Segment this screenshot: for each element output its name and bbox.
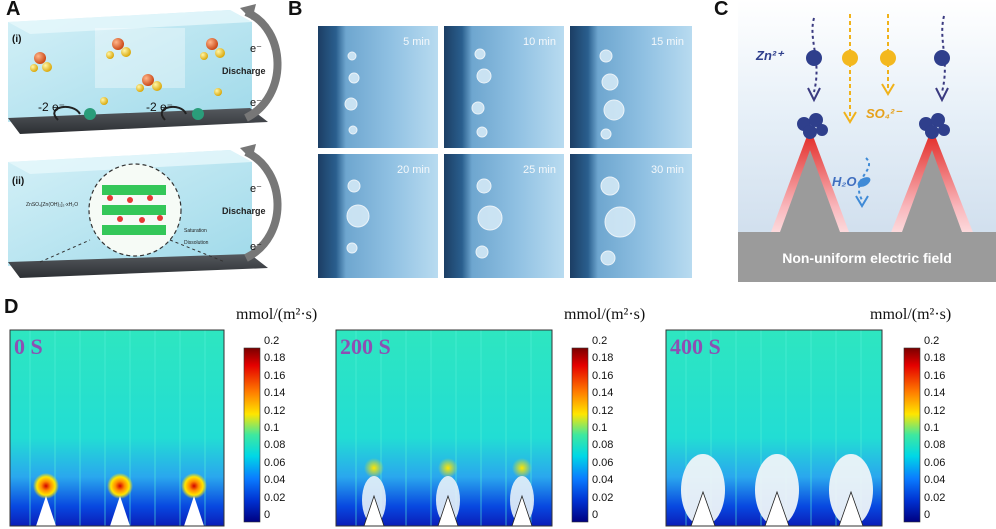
panel-a-bottom-e2: e⁻ [250, 241, 262, 253]
panel-a-bottom-formula: ZnSO₄[Zn(OH)₂]₃·xH₂O [26, 202, 79, 208]
photo-20min: 20 min [318, 154, 438, 278]
panel-b-label: B [288, 0, 303, 20]
zn-ion-label: Zn²⁺ [756, 48, 784, 63]
electric-field-caption: Non-uniform electric field [782, 250, 952, 266]
colorbar-tick-label: 0.16 [264, 369, 286, 382]
panel-d-label: D [4, 296, 19, 318]
photo-time-label: 15 min [650, 36, 684, 48]
panel-c-illustration [738, 0, 996, 282]
time-label-0s: 0 S [14, 334, 43, 359]
colorbar-tick-label: 0.18 [924, 352, 946, 365]
panel-a-bottom-dissolution: Dissolution [184, 240, 209, 246]
colorbar-tick-label: 0.16 [592, 369, 614, 382]
colorbar-tick-label: 0.08 [592, 439, 614, 452]
panel-a-label: A [6, 0, 21, 20]
panel-a-top-roman: (i) [12, 34, 22, 45]
colorbar-tick-label: 0.14 [592, 387, 614, 400]
panel-a-illustration [8, 4, 282, 278]
colorbar-tick-label: 0.18 [264, 352, 286, 365]
colorbar-tick-label: 0.14 [924, 387, 946, 400]
photo-time-label: 5 min [403, 36, 430, 48]
panel-a-top-discharge: Discharge [222, 66, 266, 76]
photo-25min: 25 min [444, 154, 564, 278]
colorbar-tick-label: 0.02 [924, 491, 946, 504]
colorbar-tick-label: 0.2 [592, 335, 608, 347]
colorbar-tick-label: 0.16 [924, 369, 946, 382]
colorbar-tick-label: 0.06 [924, 456, 946, 469]
so4-ion-right [880, 50, 896, 66]
panel-a-bottom-e1: e⁻ [250, 183, 262, 195]
colorbar-400s [903, 347, 921, 523]
panel-a-top-2e-right: -2 e⁻ [146, 100, 174, 114]
photo-5min: 5 min [318, 26, 438, 148]
colorbar-tick-label: 0 [924, 509, 931, 521]
panel-d-plots [9, 329, 921, 527]
colorbar-tick-label: 0.02 [264, 491, 286, 504]
colorbar-tick-label: 0.04 [264, 474, 286, 487]
colorbar-tick-label: 0.2 [264, 335, 280, 347]
so4-ion-label: SO₄²⁻ [866, 106, 902, 121]
panel-a-bottom-box [8, 144, 282, 278]
colorbar-tick-label: 0.08 [924, 439, 946, 452]
colorbar-tick-label: 0.14 [264, 387, 286, 400]
colorbar-tick-label: 0.12 [264, 404, 286, 417]
colorbar-0s [243, 347, 261, 523]
zn-ion-left [806, 50, 822, 66]
h2o-label: H₂O [832, 174, 857, 189]
panel-a-top-2e-left: -2 e⁻ [38, 100, 66, 114]
unit-label-200s: mmol/(m²·s) [564, 306, 646, 323]
colorbar-tick-label: 0.08 [264, 439, 286, 452]
colorbar-tick-label: 0.12 [924, 404, 946, 417]
electrode-surface [738, 150, 996, 282]
photo-15min: 15 min [570, 26, 692, 148]
time-label-400s: 400 S [670, 334, 721, 359]
time-label-200s: 200 S [340, 334, 391, 359]
colorbar-200s [571, 347, 589, 523]
colorbar-tick-label: 0.06 [264, 456, 286, 469]
colorbar-tick-label: 0.06 [592, 456, 614, 469]
panel-a-top-e1: e⁻ [250, 43, 262, 55]
discharge-arc-top [243, 8, 282, 122]
unit-label-400s: mmol/(m²·s) [870, 306, 952, 323]
panel-a-top-e2: e⁻ [250, 97, 262, 109]
bubbles-overlay [344, 48, 636, 266]
panel-a-bottom-roman: (ii) [12, 176, 25, 187]
colorbar-tick-label: 0 [264, 509, 271, 521]
panel-a-bottom-saturation: Saturation [184, 228, 207, 234]
flux-map-400s [665, 329, 883, 527]
colorbar-tick-label: 0.12 [592, 404, 614, 417]
colorbar-tick-label: 0.04 [592, 474, 614, 487]
photo-time-label: 30 min [650, 164, 684, 176]
photo-time-label: 25 min [522, 164, 556, 176]
colorbar-tick-label: 0.1 [264, 422, 280, 434]
colorbar-tick-label: 0.1 [592, 422, 608, 434]
photo-time-label: 10 min [522, 36, 556, 48]
panel-a-top-box [8, 4, 282, 134]
colorbar-tick-label: 0.1 [924, 422, 940, 434]
flux-map-200s [335, 329, 553, 527]
colorbar-tick-label: 0 [592, 509, 599, 521]
panel-a-bottom-discharge: Discharge [222, 206, 266, 216]
discharge-arc-bottom [244, 148, 282, 262]
colorbar-tick-label: 0.02 [592, 491, 614, 504]
colorbar-tick-label: 0.2 [924, 335, 940, 347]
colorbar-tick-label: 0.04 [924, 474, 946, 487]
photo-10min: 10 min [444, 26, 564, 148]
panel-b-photo-grid: 5 min 10 min 15 min 20 min 25 min 30 min [318, 26, 692, 278]
panel-c-label: C [714, 0, 729, 20]
so4-ion-left [842, 50, 858, 66]
colorbar-tick-label: 0.18 [592, 352, 614, 365]
photo-time-label: 20 min [396, 164, 430, 176]
flux-map-0s [9, 329, 225, 527]
unit-label-0s: mmol/(m²·s) [236, 306, 318, 323]
zn-ion-right [934, 50, 950, 66]
